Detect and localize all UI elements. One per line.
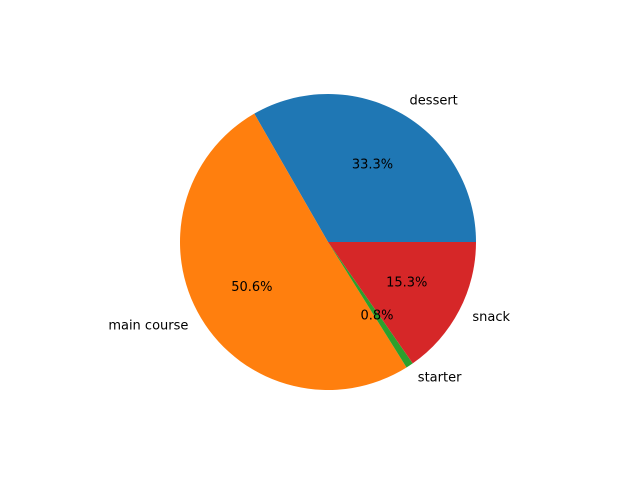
- slice-label-snack: snack: [472, 310, 510, 325]
- slice-percent-dessert: 33.3%: [352, 158, 393, 173]
- slice-percent-main-course: 50.6%: [231, 280, 272, 295]
- slice-percent-snack: 15.3%: [386, 276, 427, 291]
- slice-percent-starter: 0.8%: [360, 309, 393, 324]
- pie-slice-dessert: [254, 93, 476, 242]
- pie-labels: dessert 33.3% main course 50.6% starter 0.8% s…: [108, 94, 510, 386]
- slice-label-starter: starter: [418, 370, 462, 385]
- pie-slice-snack: [328, 242, 476, 364]
- pie-slices: [180, 93, 476, 390]
- slice-label-dessert: dessert: [410, 94, 458, 109]
- pie-slice-starter: [328, 242, 413, 368]
- pie-slice-main-course: [180, 113, 407, 390]
- slice-label-main-course: main course: [108, 318, 188, 333]
